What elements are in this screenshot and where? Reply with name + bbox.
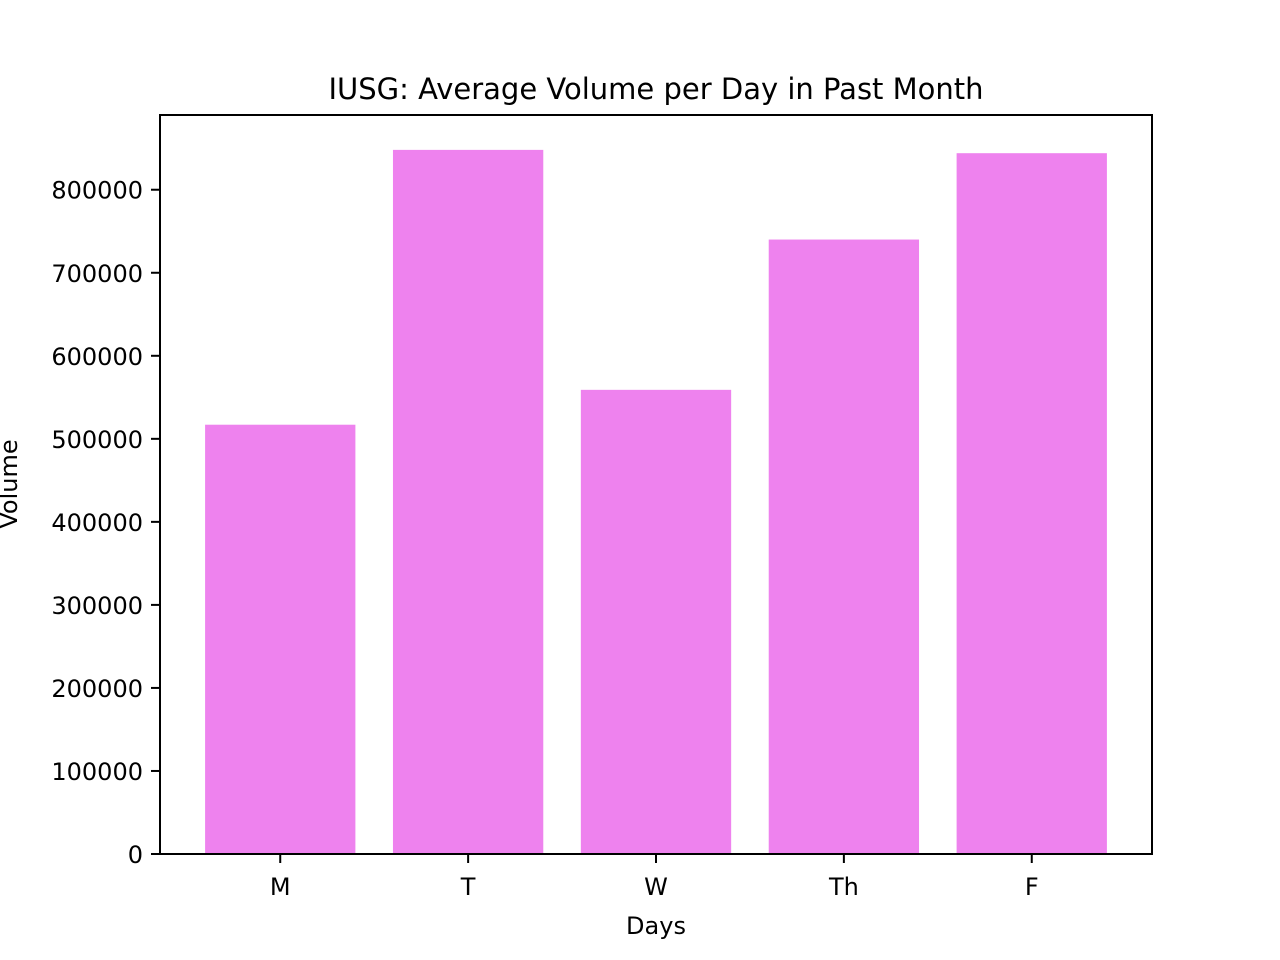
y-tick-label: 300000 [51, 592, 143, 620]
bar-t [392, 149, 544, 855]
y-tick-label: 400000 [51, 509, 143, 537]
y-tick-label: 700000 [51, 260, 143, 288]
chart-title: IUSG: Average Volume per Day in Past Mon… [328, 72, 983, 106]
y-tick-label: 500000 [51, 426, 143, 454]
y-axis-label: Volume [0, 439, 23, 528]
x-tick-label: F [1025, 873, 1039, 901]
y-tick-label: 0 [128, 841, 143, 869]
plot-frame [159, 114, 1153, 855]
y-tick-label: 200000 [51, 675, 143, 703]
x-tick-label: M [270, 873, 291, 901]
x-axis-label: Days [626, 912, 686, 940]
y-tick-label: 600000 [51, 343, 143, 371]
x-tick-label: T [460, 873, 476, 901]
y-axis: 0 100000 200000 300000 400000 500000 600000 700… [51, 177, 160, 869]
x-tick-label: W [644, 873, 668, 901]
bar-f [956, 153, 1107, 855]
x-axis: M T W Th F [270, 854, 1039, 901]
bar-m [205, 424, 356, 854]
bars-group [205, 149, 1107, 855]
y-tick-label: 800000 [51, 177, 143, 205]
x-tick-label: Th [828, 873, 859, 901]
bar-th [768, 239, 920, 855]
bar-w [580, 389, 732, 854]
y-tick-label: 100000 [51, 758, 143, 786]
